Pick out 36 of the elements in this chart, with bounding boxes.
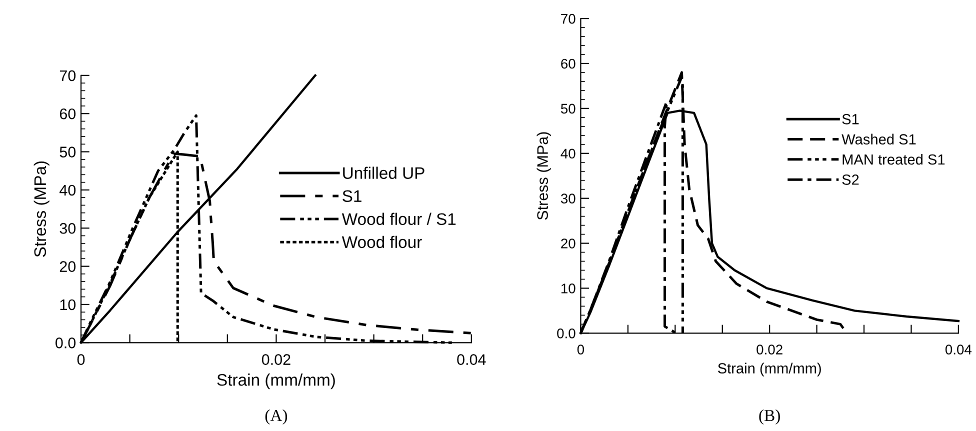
- text: (B): [759, 409, 780, 425]
- y-tick-label: 10: [60, 299, 76, 310]
- y-axis-title: Stress (MPa): [536, 132, 551, 220]
- y-tick-label: 50: [560, 104, 576, 114]
- y-tick-label: 20: [60, 261, 76, 272]
- legend-label: S2: [842, 174, 859, 185]
- y-tick-label: 30: [560, 194, 576, 204]
- y-axis-title: Stress (MPa): [34, 161, 50, 257]
- y-tick-label: 20: [561, 238, 576, 248]
- x-tick-label: 0.04: [457, 354, 486, 365]
- legend-label: S1: [342, 190, 362, 202]
- legend-label: Wood flour / S1: [342, 212, 456, 226]
- x-tick-label: 0.02: [756, 344, 782, 354]
- y-tick-label: 0.0: [56, 338, 76, 348]
- legend-label: MAN treated S1: [842, 154, 945, 165]
- y-tick-label: 0.0: [557, 328, 576, 338]
- x-tick-label: 0: [77, 354, 85, 365]
- y-tick-label: 70: [60, 70, 76, 82]
- x-axis-title: Strain (mm/mm): [217, 374, 335, 390]
- y-tick-label: 10: [561, 284, 576, 294]
- y-tick-label: 60: [60, 108, 76, 120]
- y-tick-label: 30: [60, 222, 76, 234]
- y-tick-label: 70: [561, 14, 576, 24]
- y-tick-label: 40: [60, 184, 76, 196]
- x-axis-title: Strain (mm/mm): [718, 362, 821, 376]
- text: (A): [265, 409, 288, 425]
- y-tick-label: 50: [60, 146, 76, 158]
- legend-label: S1: [842, 114, 859, 124]
- y-tick-label: 40: [560, 148, 576, 159]
- legend-label: Wood flour: [342, 236, 422, 248]
- y-tick-label: 60: [561, 58, 576, 69]
- legend-label: Washed S1: [842, 134, 916, 145]
- x-tick-label: 0.02: [262, 354, 290, 365]
- x-tick-label: 0.04: [945, 344, 972, 354]
- legend-label: Unfilled UP: [343, 166, 424, 179]
- x-tick-label: 0: [577, 344, 584, 354]
